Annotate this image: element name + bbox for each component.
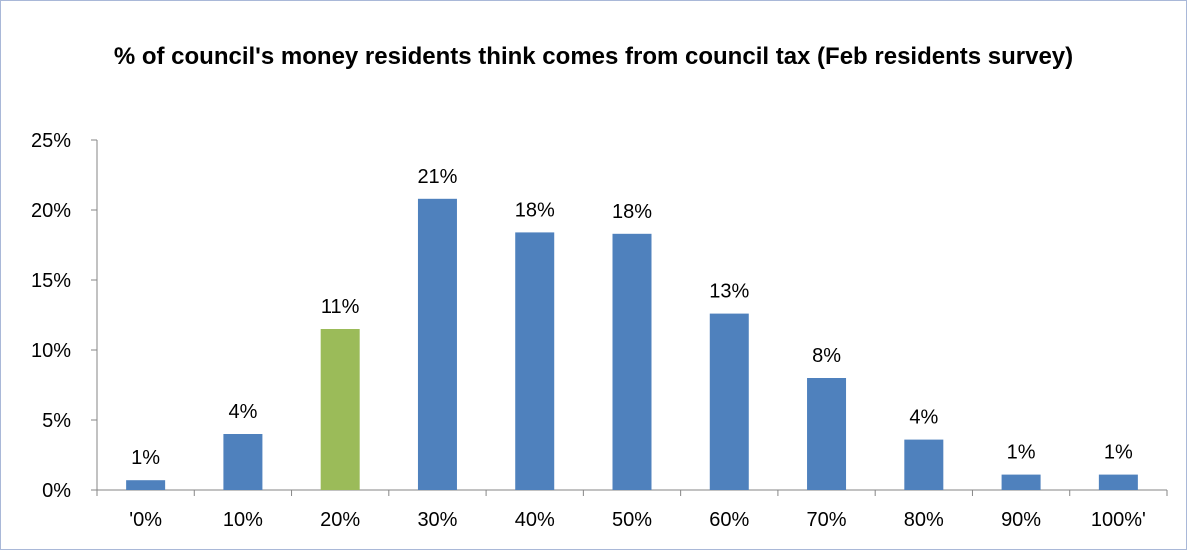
x-tick-label: 60% [709, 509, 749, 531]
y-tick-label: 5% [42, 410, 71, 432]
bar [417, 198, 457, 491]
bars [126, 198, 1138, 491]
x-tick-label: 80% [904, 509, 944, 531]
x-axis: '0% 10% 20% 30% 40% 50% 60% 70% 80% 90% 100%' [96, 489, 1168, 531]
chart-title: % of council's money residents think com… [113, 43, 1074, 70]
y-tick-label: 15% [31, 270, 71, 292]
x-tick-label: 30% [417, 509, 457, 531]
bar [1098, 474, 1138, 490]
x-tick-label: 10% [223, 509, 263, 531]
bar [807, 378, 847, 490]
data-label: 1% [1104, 442, 1133, 464]
bar [709, 313, 749, 490]
data-label: 8% [812, 345, 841, 367]
data-label: 18% [515, 199, 555, 221]
bar [1001, 474, 1041, 490]
bar [612, 233, 652, 491]
x-tick-label: 40% [515, 509, 555, 531]
y-tick-label: 20% [31, 200, 71, 222]
bar [223, 434, 263, 490]
x-tick-label: 70% [807, 509, 847, 531]
y-tick-label: 0% [42, 480, 71, 502]
bar [126, 480, 166, 490]
bar [515, 232, 555, 490]
y-tick-label: 10% [31, 340, 71, 362]
data-label: 1% [131, 447, 160, 469]
bar [320, 329, 360, 490]
x-tick-label: 100%' [1091, 509, 1146, 531]
data-label: 11% [321, 296, 360, 318]
x-tick-label: '0% [129, 509, 162, 531]
y-axis: 0% 5% 10% 15% 20% 25% [31, 130, 98, 502]
data-label: 21% [417, 166, 457, 188]
data-label: 18% [612, 201, 652, 223]
x-tick-label: 20% [320, 509, 360, 531]
data-label: 1% [1007, 442, 1036, 464]
bar [904, 439, 944, 490]
data-label: 4% [909, 407, 938, 429]
data-labels: 1% 4% 11% 21% 18% 18% 13% 8% 4% 1% 1% [131, 166, 1133, 469]
x-tick-label: 50% [612, 509, 652, 531]
x-tick-label: 90% [1001, 509, 1041, 531]
y-tick-label: 25% [31, 130, 71, 152]
data-label: 13% [709, 281, 749, 303]
data-label: 4% [228, 401, 257, 423]
